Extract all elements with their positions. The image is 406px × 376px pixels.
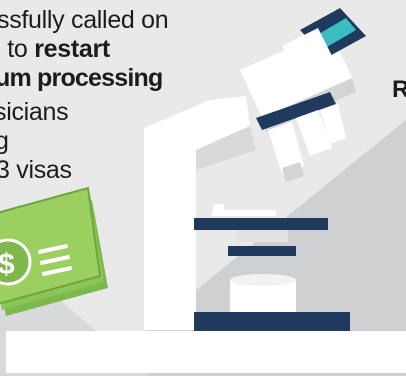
headline-line-5: g: [0, 127, 9, 155]
microscope-icon: [144, 8, 366, 332]
right-edge-text-fragment: R: [392, 76, 406, 103]
headline-line-1: ssfully called on: [0, 6, 169, 34]
headline-line-3-bold: um processing: [0, 64, 163, 92]
headline-line-2-bold: restart: [34, 35, 110, 63]
headline-line-4: sicians: [0, 98, 69, 126]
dollar-bill-icon: $: [0, 186, 108, 316]
headline-line-2-prefix: . to: [0, 35, 28, 63]
headline-line-2: . to restart: [0, 35, 110, 63]
caption-bar: [6, 331, 406, 373]
headline-line-6: 3 visas: [0, 156, 72, 184]
svg-text:$: $: [0, 248, 15, 281]
